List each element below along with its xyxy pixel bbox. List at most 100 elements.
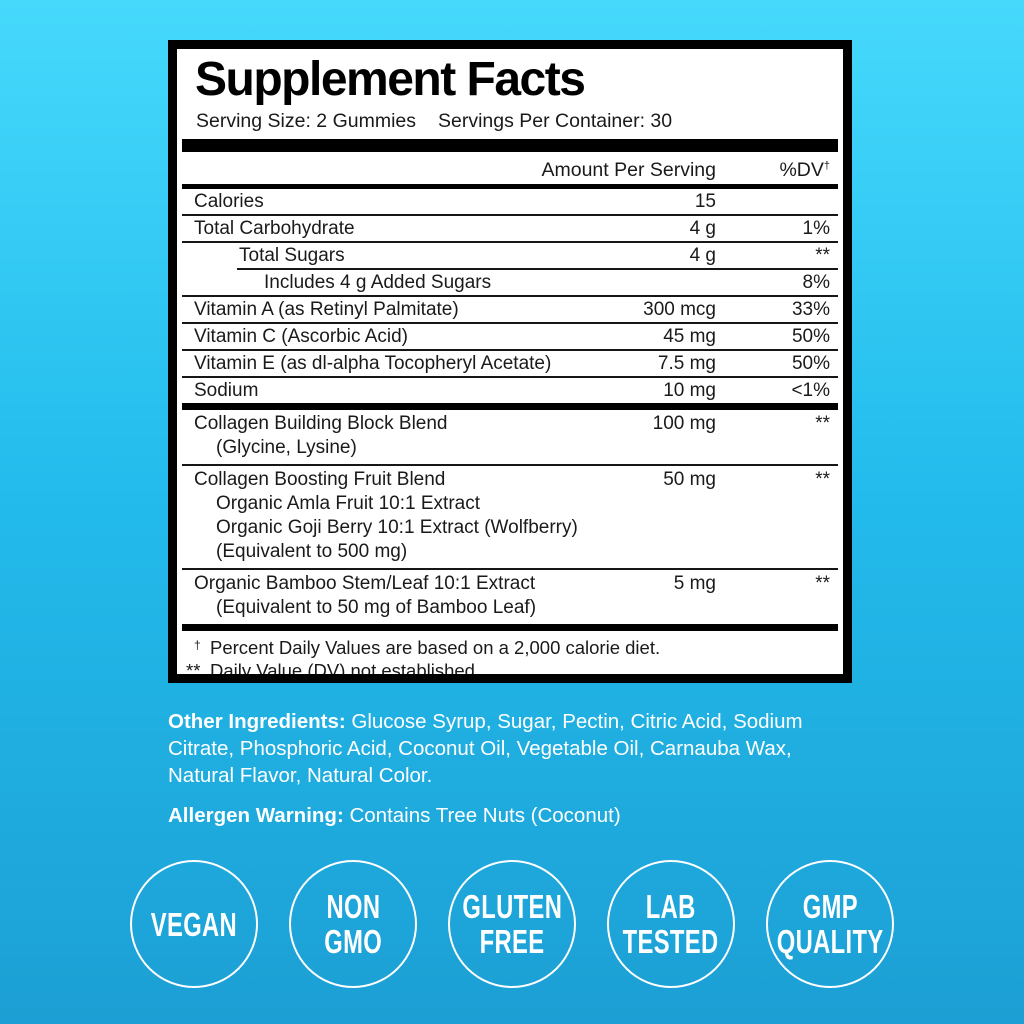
panel-title: Supplement Facts	[195, 53, 586, 106]
blend-row-organic-bamboo: Organic Bamboo Stem/Leaf 10:1 Extract (E…	[182, 570, 838, 624]
badge-label: GMO	[324, 923, 382, 960]
nutrient-row-vitamin-a: Vitamin A (as Retinyl Palmitate) 300 mcg…	[182, 297, 838, 322]
serving-info: Serving Size: 2 Gummies Servings Per Cont…	[182, 105, 838, 139]
blend-name: Organic Bamboo Stem/Leaf 10:1 Extract	[194, 573, 536, 594]
dv-dagger-symbol: †	[823, 160, 830, 172]
nutrient-name: Total Sugars	[239, 244, 345, 266]
nutrient-name: Vitamin C (Ascorbic Acid)	[194, 325, 408, 347]
row-separator	[182, 464, 838, 466]
nutrient-amount: 7.5 mg	[657, 352, 716, 374]
blend-subline: (Equivalent to 500 mg)	[216, 541, 408, 562]
supplement-facts-panel: Supplement Facts Serving Size: 2 Gummies…	[168, 40, 852, 683]
allergen-warning-label: Allergen Warning:	[168, 804, 344, 827]
nutrient-row-calories: Calories 15	[182, 189, 838, 214]
badge-label: TESTED	[623, 923, 719, 960]
row-separator	[182, 241, 838, 243]
nutrient-row-vitamin-c: Vitamin C (Ascorbic Acid) 45 mg 50%	[182, 324, 838, 349]
nutrient-row-sodium: Sodium 10 mg <1%	[182, 378, 838, 403]
blend-name: Collagen Boosting Fruit Blend	[194, 469, 446, 490]
nutrient-dv: 33%	[791, 298, 830, 320]
row-separator	[182, 376, 838, 378]
badge-lab-tested: LAB TESTED	[607, 860, 735, 988]
badge-label: GLUTEN	[462, 888, 562, 925]
nutrient-row-added-sugars: Includes 4 g Added Sugars 8%	[182, 270, 838, 295]
servings-per-container: Servings Per Container: 30	[438, 110, 673, 132]
nutrient-amount: 300 mcg	[643, 298, 716, 320]
table-header-row: Amount Per Serving %DV†	[182, 152, 838, 184]
blend-dv: **	[815, 413, 830, 434]
divider-bar-thick	[182, 624, 838, 631]
badge-gmp-quality: GMP QUALITY	[766, 860, 894, 988]
badge-vegan: VEGAN	[130, 860, 258, 988]
blend-dv: **	[815, 469, 830, 490]
nutrient-name: Vitamin E (as dl-alpha Tocopheryl Acetat…	[194, 352, 552, 374]
nutrient-dv: **	[815, 244, 830, 266]
badge-label: NON	[326, 888, 380, 925]
footnote-text: Daily Value (DV) not established.	[210, 660, 481, 681]
badge-label: VEGAN	[150, 905, 238, 943]
nutrient-row-vitamin-e: Vitamin E (as dl-alpha Tocopheryl Acetat…	[182, 351, 838, 376]
row-separator	[182, 568, 838, 570]
badge-label: QUALITY	[776, 923, 884, 960]
row-separator	[182, 214, 838, 216]
nutrient-row-total-carbohydrate: Total Carbohydrate 4 g 1%	[182, 216, 838, 241]
allergen-warning-text: Contains Tree Nuts (Coconut)	[343, 804, 621, 827]
nutrient-name: Sodium	[194, 379, 259, 401]
amount-per-serving-header: Amount Per Serving	[541, 159, 716, 181]
nutrient-dv: 1%	[802, 217, 830, 239]
nutrient-dv: 8%	[802, 271, 830, 293]
other-ingredients-text: Glucose Syrup, Sugar, Pectin, Citric Aci…	[168, 710, 803, 787]
percent-dv-label: %DV	[779, 159, 824, 181]
other-ingredients-label: Other Ingredients:	[168, 710, 346, 733]
nutrient-name: Total Carbohydrate	[194, 217, 355, 239]
percent-dv-header: %DV†	[726, 156, 838, 180]
other-ingredients-paragraph: Other Ingredients: Glucose Syrup, Sugar,…	[168, 708, 862, 789]
footnote-marker-asterisks: **	[186, 660, 201, 681]
nutrient-amount: 10 mg	[663, 379, 716, 401]
blend-dv: **	[815, 573, 830, 594]
footnote-text: Percent Daily Values are based on a 2,00…	[210, 637, 661, 658]
blend-name: Collagen Building Block Blend	[194, 413, 448, 434]
nutrient-name: Includes 4 g Added Sugars	[264, 271, 492, 293]
certification-badges: VEGAN NON GMO GLUTEN FREE LAB TESTED GMP…	[0, 860, 1024, 988]
blend-subline: Organic Goji Berry 10:1 Extract (Wolfber…	[216, 517, 578, 538]
badge-gluten-free: GLUTEN FREE	[448, 860, 576, 988]
blend-name-group: Collagen Boosting Fruit Blend Organic Am…	[182, 468, 586, 564]
nutrient-dv: 50%	[791, 325, 830, 347]
below-panel-text: Other Ingredients: Glucose Syrup, Sugar,…	[168, 708, 862, 829]
nutrient-amount: 45 mg	[663, 325, 716, 347]
badge-label: FREE	[479, 923, 545, 960]
badge-label: LAB	[646, 888, 696, 925]
nutrient-dv: 50%	[791, 352, 830, 374]
panel-content: Supplement Facts Serving Size: 2 Gummies…	[177, 49, 843, 681]
footnote-marker-dagger: †	[194, 638, 201, 652]
divider-bar-extra-thick	[182, 139, 838, 152]
blend-amount: 50 mg	[663, 469, 716, 490]
nutrient-dv: <1%	[791, 379, 830, 401]
row-separator	[182, 349, 838, 351]
nutrient-name: Calories	[194, 190, 264, 212]
blend-name-group: Organic Bamboo Stem/Leaf 10:1 Extract (E…	[182, 572, 586, 620]
serving-size: Serving Size: 2 Gummies	[196, 110, 416, 132]
blend-row-collagen-boosting-fruit: Collagen Boosting Fruit Blend Organic Am…	[182, 466, 838, 568]
footnote-daily-values: † Percent Daily Values are based on a 2,…	[182, 636, 838, 659]
blend-amount: 5 mg	[673, 573, 716, 594]
blend-amount: 100 mg	[652, 413, 716, 434]
nutrient-amount: 15	[694, 190, 716, 212]
divider-bar-medium	[182, 184, 838, 189]
blend-subline: (Equivalent to 50 mg of Bamboo Leaf)	[216, 597, 537, 618]
blend-name-group: Collagen Building Block Blend (Glycine, …	[182, 412, 586, 460]
nutrient-row-total-sugars: Total Sugars 4 g **	[182, 243, 838, 268]
blend-subline: Organic Amla Fruit 10:1 Extract	[216, 493, 480, 514]
allergen-warning-paragraph: Allergen Warning: Contains Tree Nuts (Co…	[168, 802, 862, 829]
nutrient-amount: 4 g	[689, 217, 716, 239]
badge-non-gmo: NON GMO	[289, 860, 417, 988]
nutrient-amount: 4 g	[689, 244, 716, 266]
blend-row-collagen-building-block: Collagen Building Block Blend (Glycine, …	[182, 410, 838, 464]
nutrient-name: Vitamin A (as Retinyl Palmitate)	[194, 298, 459, 320]
divider-bar-thick	[182, 403, 838, 410]
row-separator	[182, 322, 838, 324]
row-separator	[182, 295, 838, 297]
row-separator-indented	[237, 268, 838, 270]
blend-subline: (Glycine, Lysine)	[216, 437, 357, 458]
